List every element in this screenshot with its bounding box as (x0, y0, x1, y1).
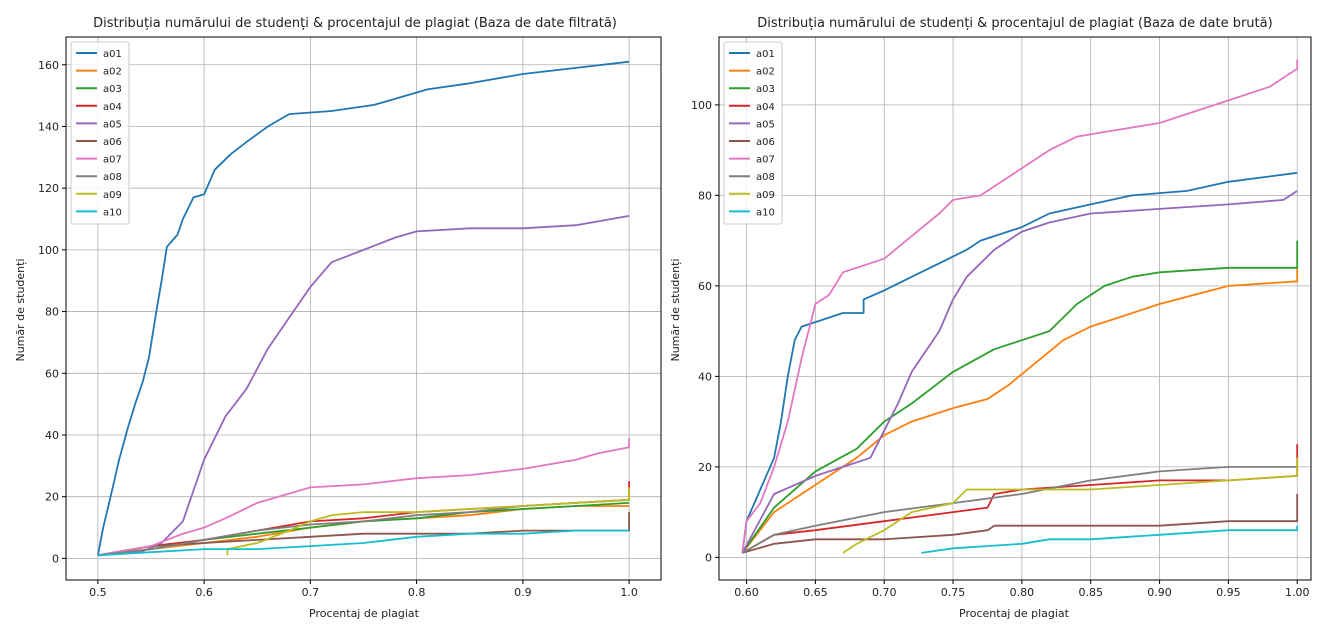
x-tick-label: 0.8 (408, 586, 426, 599)
legend-label-a03: a03 (103, 84, 122, 95)
x-tick-label: 1.00 (1285, 586, 1310, 599)
y-tick-label: 160 (38, 59, 59, 72)
legend-label-a01: a01 (756, 49, 775, 60)
series-line-a09 (842, 457, 1299, 554)
y-tick-label: 140 (38, 120, 59, 133)
legend-label-a07: a07 (103, 155, 122, 166)
y-tick-label: 0 (52, 552, 59, 565)
series-line-a03 (97, 502, 630, 557)
x-tick-label: 0.80 (1010, 586, 1035, 599)
x-tick-label: 0.75 (941, 586, 966, 599)
y-tick-label: 20 (45, 491, 59, 504)
y-tick-label: 100 (38, 244, 59, 257)
y-tick-label: 80 (698, 189, 712, 202)
y-tick-label: 40 (698, 370, 712, 383)
x-tick-label: 0.85 (1078, 586, 1103, 599)
series-line-a07 (741, 59, 1299, 554)
plot-frame (65, 36, 662, 581)
y-tick-label: 40 (45, 429, 59, 442)
chart-title: Distribuția numărului de studenți & proc… (93, 16, 617, 31)
x-tick-label: 0.70 (872, 586, 897, 599)
x-tick-label: 0.60 (734, 586, 759, 599)
legend-label-a01: a01 (103, 49, 122, 60)
series-line-a10 (921, 525, 1299, 554)
series-line-a01 (741, 171, 1298, 554)
y-tick-label: 20 (698, 461, 712, 474)
x-tick-label: 0.6 (195, 586, 213, 599)
series-line-a10 (97, 529, 630, 557)
legend: a01 a02 a03 a04 a05 a06 a07 a08 a09 a10 (70, 41, 130, 225)
x-tick-label: 0.65 (803, 586, 828, 599)
legend-label-a09: a09 (103, 190, 122, 201)
legend-label-a04: a04 (756, 102, 775, 113)
x-tick-label: 0.95 (1216, 586, 1241, 599)
y-tick-label: 60 (698, 280, 712, 293)
legend-label-a07: a07 (756, 155, 775, 166)
legend: a01 a02 a03 a04 a05 a06 a07 a08 a09 a10 (723, 41, 783, 225)
legend-label-a06: a06 (756, 137, 775, 148)
chart-right-raw: Distribuția numărului de studenți & proc… (669, 16, 1312, 620)
y-axis-label: Număr de studenți (14, 258, 27, 361)
legend-label-a03: a03 (756, 84, 775, 95)
series-line-a09 (226, 487, 630, 556)
x-tick-label: 1.0 (620, 586, 638, 599)
y-tick-label: 60 (45, 367, 59, 380)
legend-label-a08: a08 (756, 172, 775, 183)
legend-label-a06: a06 (103, 137, 122, 148)
series-line-a06 (742, 494, 1299, 554)
series-line-a07 (97, 438, 630, 557)
series-line-a05 (741, 190, 1298, 554)
series-line-a08 (741, 466, 1298, 554)
x-tick-label: 0.9 (514, 586, 532, 599)
legend-label-a10: a10 (756, 207, 775, 218)
chart-left-filtered: Distribuția numărului de studenți & proc… (14, 16, 662, 620)
legend-label-a04: a04 (103, 102, 122, 113)
x-tick-label: 0.5 (89, 586, 107, 599)
x-tick-label: 0.7 (302, 586, 320, 599)
y-tick-label: 100 (691, 99, 712, 112)
legend-label-a05: a05 (756, 119, 775, 130)
series-line-a02 (741, 267, 1299, 554)
legend-label-a05: a05 (103, 119, 122, 130)
y-axis-label: Număr de studenți (669, 258, 682, 361)
x-tick-label: 0.90 (1147, 586, 1172, 599)
legend-label-a08: a08 (103, 172, 122, 183)
y-tick-label: 80 (45, 306, 59, 319)
legend-label-a02: a02 (103, 67, 122, 78)
legend-label-a10: a10 (103, 207, 122, 218)
y-tick-label: 0 (705, 551, 712, 564)
plot-frame (718, 36, 1312, 581)
y-tick-label: 120 (38, 182, 59, 195)
series-line-a03 (741, 240, 1299, 554)
x-axis-label: Procentaj de plagiat (309, 607, 420, 620)
series-line-a05 (97, 215, 630, 557)
x-axis-label: Procentaj de plagiat (959, 607, 1070, 620)
series-line-a04 (741, 444, 1299, 554)
series-line-a01 (97, 60, 630, 556)
legend-label-a09: a09 (756, 190, 775, 201)
chart-title: Distribuția numărului de studenți & proc… (757, 16, 1272, 31)
legend-label-a02: a02 (756, 67, 775, 78)
